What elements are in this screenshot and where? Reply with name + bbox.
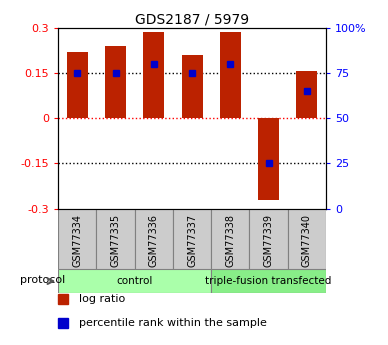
Bar xyxy=(220,32,241,118)
Bar xyxy=(249,209,288,269)
Text: control: control xyxy=(116,276,153,286)
Bar xyxy=(258,118,279,200)
Bar xyxy=(58,269,211,293)
Bar xyxy=(182,55,203,118)
Text: GSM77338: GSM77338 xyxy=(225,214,235,267)
Text: protocol: protocol xyxy=(20,275,66,285)
Bar xyxy=(67,52,88,118)
Text: GSM77337: GSM77337 xyxy=(187,214,197,267)
Text: log ratio: log ratio xyxy=(79,294,125,304)
Bar xyxy=(173,209,211,269)
Text: GSM77334: GSM77334 xyxy=(72,214,82,267)
Bar xyxy=(211,209,249,269)
Bar xyxy=(143,32,165,118)
Text: GSM77335: GSM77335 xyxy=(111,214,121,267)
Bar xyxy=(105,46,126,118)
Bar xyxy=(211,269,326,293)
Bar xyxy=(58,209,97,269)
Text: GSM77339: GSM77339 xyxy=(263,214,274,267)
Bar xyxy=(296,71,317,118)
Bar xyxy=(97,209,135,269)
Text: GSM77340: GSM77340 xyxy=(302,214,312,267)
Title: GDS2187 / 5979: GDS2187 / 5979 xyxy=(135,12,249,27)
Bar xyxy=(288,209,326,269)
Text: GSM77336: GSM77336 xyxy=(149,214,159,267)
Text: triple-fusion transfected: triple-fusion transfected xyxy=(205,276,332,286)
Bar xyxy=(135,209,173,269)
Text: percentile rank within the sample: percentile rank within the sample xyxy=(79,318,267,328)
